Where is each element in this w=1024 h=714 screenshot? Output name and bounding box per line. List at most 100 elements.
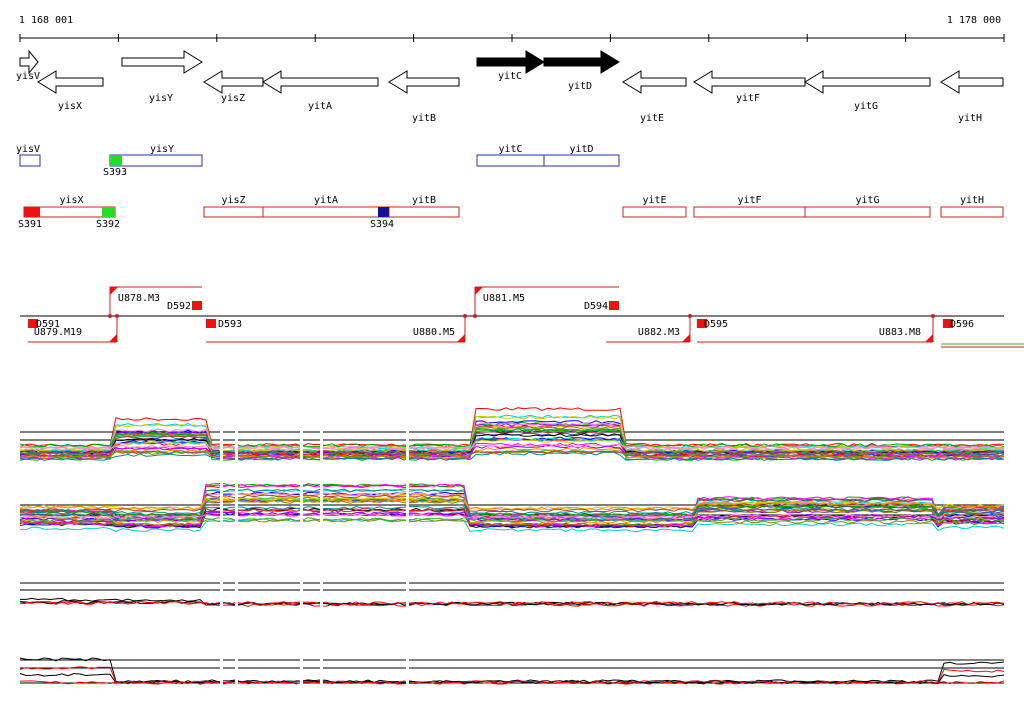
gene-box-label: yitD (569, 144, 593, 155)
transcript-box (262, 206, 390, 218)
marker-label: S394 (370, 219, 394, 230)
gene-arrow (476, 50, 545, 74)
marker-label: S393 (103, 167, 127, 178)
expression-line (19, 513, 1005, 520)
expression-line (19, 415, 1005, 450)
gap (406, 420, 409, 700)
gene-label: yitF (736, 93, 760, 104)
terminator (609, 301, 619, 310)
regulator-label: U881.M5 (483, 293, 525, 304)
gene-arrow (203, 70, 264, 94)
expression-line (19, 443, 1005, 451)
regulator-label: U882.M3 (638, 327, 680, 338)
gene-box-label: yisV (16, 144, 40, 155)
regulator-label: D592 (167, 301, 191, 312)
transcript-label: yitE (642, 195, 666, 206)
transcript-label: yitH (960, 195, 984, 206)
gene-arrow (388, 70, 460, 94)
transcript-label: yisX (59, 195, 83, 206)
ruler-end: 1 178 000 (947, 15, 1001, 26)
expression-line (19, 498, 1005, 517)
expression-line (19, 657, 1005, 684)
marker-label: S392 (96, 219, 120, 230)
promoter-flag (682, 334, 690, 342)
gene-arrow (19, 49, 39, 75)
gene-label: yisV (16, 71, 40, 82)
gene-label: yitC (498, 71, 522, 82)
regulator-label: U880.M5 (413, 327, 455, 338)
promoter-dot (463, 314, 467, 318)
promoter-dot (108, 314, 112, 318)
gene-arrow (121, 50, 203, 74)
expression-line (19, 407, 1005, 448)
promoter-dot (688, 314, 692, 318)
promoter-dot (473, 314, 477, 318)
promoter-flag (110, 287, 118, 295)
expression-line (19, 428, 1005, 448)
expression-line (19, 505, 1005, 515)
gene-box (543, 154, 620, 167)
gene-box (109, 154, 203, 167)
expression-line (19, 451, 1005, 461)
gene-box (19, 154, 41, 167)
gene-label: yitH (958, 113, 982, 124)
terminator (697, 319, 707, 328)
gene-arrow (543, 50, 620, 74)
transcript-label: yitG (855, 195, 879, 206)
promoter-flag (925, 334, 933, 342)
ruler: 1 168 001 1 178 000 (19, 15, 1004, 39)
terminator (943, 319, 953, 328)
gap (220, 420, 223, 700)
gene-label: yitG (854, 101, 878, 112)
marker (24, 207, 40, 217)
gene-box-label: yitC (498, 144, 522, 155)
expression-line (19, 438, 1005, 453)
gap (300, 420, 303, 700)
gene-box (476, 154, 545, 167)
gene-label: yisX (58, 101, 82, 112)
terminator (206, 319, 216, 328)
regulator-label: D591 (36, 319, 60, 330)
transcript-label: yisZ (221, 195, 245, 206)
transcript-box (203, 206, 264, 218)
gene-arrow (693, 70, 806, 94)
promoter-flag (457, 334, 465, 342)
expression-line (19, 518, 1005, 533)
terminator (28, 319, 38, 328)
transcript-label: yitA (314, 195, 338, 206)
gene-arrow (37, 70, 104, 94)
expression-line (19, 680, 1005, 685)
gene-label: yitB (412, 113, 436, 124)
regulator-label: U879.M19 (34, 327, 82, 338)
gene-arrow (622, 70, 687, 94)
expression-line (19, 499, 1004, 511)
regulator-label: D596 (950, 319, 974, 330)
expression-line (19, 450, 1005, 455)
transcript-box (804, 206, 931, 218)
gene-box-label: yisY (150, 144, 174, 155)
expression-line (19, 445, 1005, 456)
gene-arrow (804, 70, 931, 94)
promoter-flag (475, 287, 483, 295)
gap (320, 420, 323, 700)
expression-line (19, 518, 1005, 527)
expression-line (19, 508, 1005, 513)
gap (235, 420, 238, 700)
transcript-box (693, 206, 806, 218)
gene-label: yitA (308, 101, 332, 112)
regulator-label: U878.M3 (118, 293, 160, 304)
gene-arrow (940, 70, 1004, 94)
marker (110, 155, 122, 166)
regulator-label: U883.M8 (879, 327, 921, 338)
regulator-label: D595 (704, 319, 728, 330)
marker-label: S391 (18, 219, 42, 230)
marker (102, 207, 115, 217)
transcript-box (388, 206, 460, 218)
gene-label: yisY (149, 93, 173, 104)
promoter-dot (931, 314, 935, 318)
promoter-flag (109, 334, 117, 342)
gene-label: yisZ (221, 93, 245, 104)
marker (378, 207, 389, 217)
expression-line (19, 600, 1005, 606)
